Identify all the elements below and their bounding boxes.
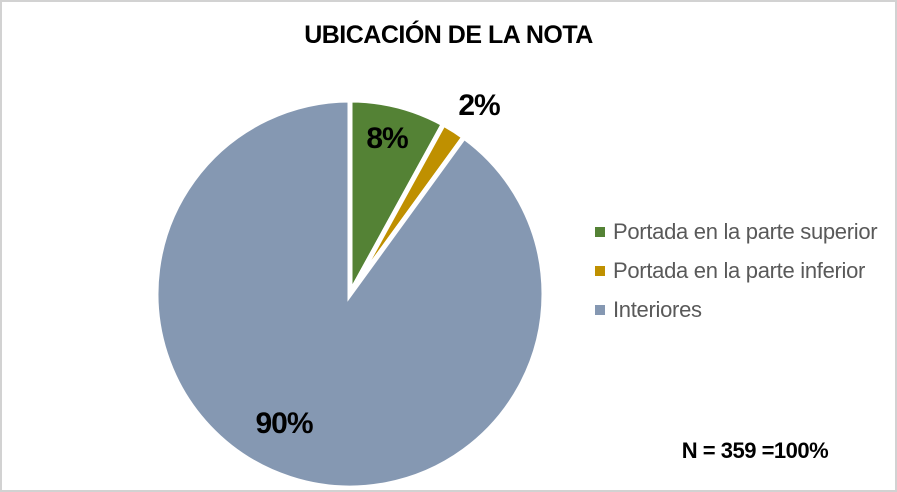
legend: Portada en la parte superior Portada en … (595, 217, 878, 325)
legend-item-portada-superior: Portada en la parte superior (595, 217, 878, 247)
legend-marker-portada-inferior-icon (595, 266, 605, 276)
data-label-interiores: 90% (255, 407, 313, 440)
legend-label-portada-inferior: Portada en la parte inferior (613, 258, 866, 283)
legend-item-portada-inferior: Portada en la parte inferior (595, 256, 877, 286)
data-label-portada-inferior: 2% (458, 89, 500, 122)
pie-slice-interiores (153, 97, 547, 490)
legend-label-interiores: Interiores (613, 297, 702, 322)
chart-title: UBICACIÓN DE LA NOTA (304, 21, 593, 49)
legend-label-portada-superior: Portada en la parte superior (613, 219, 878, 244)
sample-size-note: N = 359 =100% (681, 438, 829, 463)
data-label-portada-superior: 8% (366, 122, 408, 155)
legend-item-interiores: Interiores (595, 295, 877, 325)
legend-marker-interiores-icon (595, 305, 605, 315)
legend-marker-portada-superior-icon (595, 227, 605, 237)
